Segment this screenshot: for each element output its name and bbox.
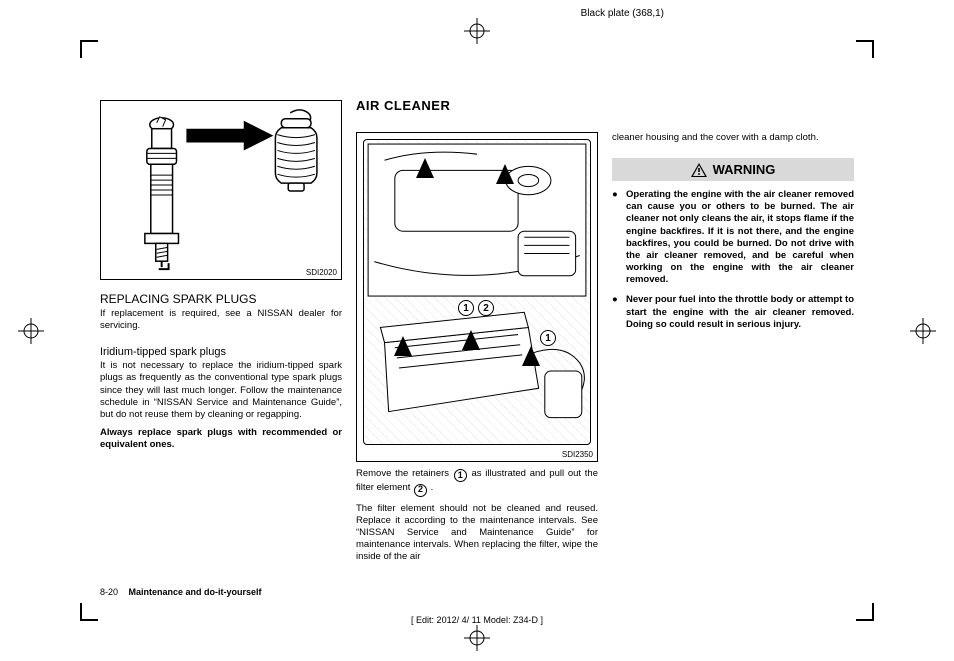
callout-ref-1: 1	[454, 469, 467, 482]
arrow-up-icon	[416, 158, 434, 178]
paragraph: The filter element should not be cleaned…	[356, 503, 598, 564]
list-item: ●Never pour fuel into the throttle body …	[612, 294, 854, 330]
list-item: ●Operating the engine with the air clean…	[612, 189, 854, 286]
page-number: 8-20	[100, 587, 118, 597]
subheading-iridium: Iridium-tipped spark plugs	[100, 346, 342, 358]
bullet-icon: ●	[612, 189, 626, 286]
bullet-icon: ●	[612, 294, 626, 330]
engine-illustration: 1 2 1	[363, 139, 591, 445]
plate-label: Black plate (368,1)	[581, 8, 664, 19]
arrow-up-icon	[394, 336, 412, 356]
callout-1: 1	[458, 300, 474, 316]
callout-2: 2	[478, 300, 494, 316]
warning-list: ●Operating the engine with the air clean…	[612, 189, 854, 339]
page-footer: 8-20 Maintenance and do-it-yourself	[100, 587, 262, 597]
arrow-up-icon	[462, 330, 480, 350]
continuation-text: cleaner housing and the cover with a dam…	[612, 132, 854, 144]
paragraph: If replacement is required, see a NISSAN…	[100, 308, 342, 332]
warning-icon	[691, 163, 707, 177]
registration-mark-icon	[910, 318, 936, 344]
column-2: AIR CLEANER	[356, 100, 598, 591]
spark-plug-illustration	[101, 101, 341, 279]
column-3: cleaner housing and the cover with a dam…	[612, 100, 854, 591]
registration-mark-icon	[464, 625, 490, 651]
warning-text: Never pour fuel into the throttle body o…	[626, 294, 854, 330]
section-title: AIR CLEANER	[356, 98, 450, 113]
paragraph: Remove the retainers 1 as illustrated an…	[356, 468, 598, 497]
callout-ref-2: 2	[414, 484, 427, 497]
text: Remove the retainers	[356, 468, 453, 479]
section-name: Maintenance and do-it-yourself	[129, 587, 262, 597]
edit-info: [ Edit: 2012/ 4/ 11 Model: Z34-D ]	[411, 615, 543, 625]
figure-air-cleaner: 1 2 1 SDI2350	[356, 132, 598, 462]
column-1: SDI2020 REPLACING SPARK PLUGS If replace…	[100, 100, 342, 591]
registration-mark-icon	[18, 318, 44, 344]
arrow-up-icon	[496, 164, 514, 184]
paragraph-bold: Always replace spark plugs with recommen…	[100, 427, 342, 451]
figure-spark-plug: SDI2020	[100, 100, 342, 280]
text: .	[428, 482, 433, 493]
registration-mark-icon	[464, 18, 490, 44]
warning-text: Operating the engine with the air cleane…	[626, 189, 854, 286]
paragraph: It is not necessary to replace the iridi…	[100, 360, 342, 421]
callout-1: 1	[540, 330, 556, 346]
heading-replacing-plugs: REPLACING SPARK PLUGS	[100, 292, 342, 306]
figure-code: SDI2350	[562, 450, 593, 459]
figure-code: SDI2020	[306, 268, 337, 277]
warning-label: WARNING	[713, 162, 776, 177]
warning-heading: WARNING	[612, 158, 854, 181]
arrow-up-icon	[522, 346, 540, 366]
page-content: SDI2020 REPLACING SPARK PLUGS If replace…	[100, 100, 854, 591]
